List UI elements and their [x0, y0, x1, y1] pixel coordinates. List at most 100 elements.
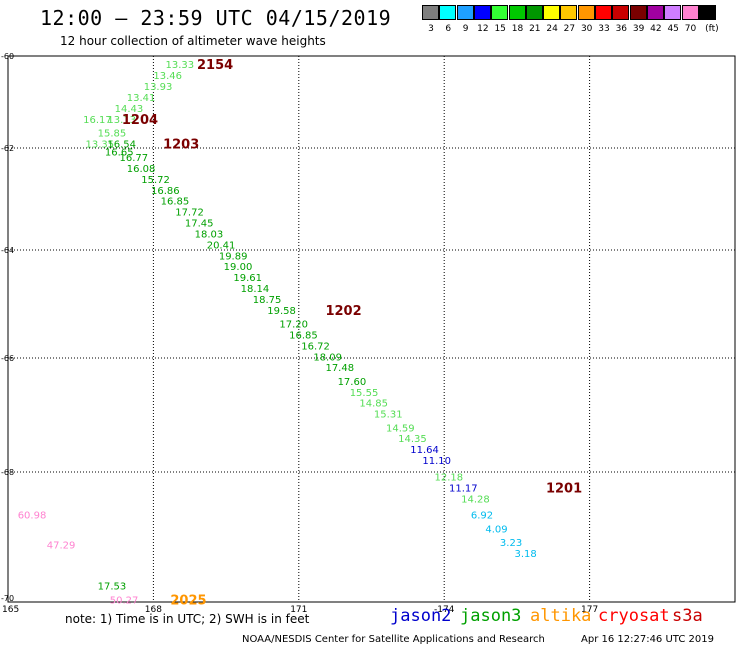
colorbar-label: 18	[511, 24, 524, 34]
colorbar-label: 45	[667, 24, 679, 34]
latitude-tick-label: -64	[1, 246, 14, 255]
wave-height-value: 13.46	[153, 71, 182, 82]
pass-time-label: 2154	[197, 58, 233, 73]
satellite-s3a-label: s3a	[672, 606, 703, 626]
wave-height-value: 19.89	[219, 251, 248, 262]
wave-height-value: 4.09	[485, 524, 507, 535]
wave-height-value: 18.09	[313, 352, 342, 363]
footer-timestamp: Apr 16 12:27:46 UTC 2019	[581, 634, 714, 645]
wave-height-value: 17.60	[338, 377, 367, 388]
latitude-tick-label: -62	[1, 144, 14, 153]
colorbar-swatch	[543, 5, 561, 20]
wave-height-value: 6.92	[471, 511, 493, 522]
satellite-cryosat-label: cryosat	[598, 606, 670, 626]
colorbar-swatch	[646, 5, 664, 20]
wave-height-value: 3.23	[500, 538, 522, 549]
wave-height-value: 11.64	[410, 445, 439, 456]
wave-height-value: 13.35	[86, 139, 115, 150]
colorbar-swatch	[664, 5, 682, 20]
wave-height-value: 14.59	[386, 423, 415, 434]
wave-height-value: 17.72	[175, 208, 204, 219]
wave-height-value: 18.03	[195, 229, 224, 240]
satellite-altika-label: altika	[530, 606, 592, 626]
colorbar-swatch	[456, 5, 474, 20]
wave-height-value: 18.14	[241, 284, 270, 295]
wave-height-value: 15.85	[98, 128, 127, 139]
colorbar-label: 15	[494, 24, 506, 34]
colorbar-label: 30	[580, 24, 593, 34]
colorbar-label: 6	[445, 24, 452, 34]
colorbar-label: 9	[462, 24, 469, 34]
latitude-tick-label: -70	[1, 594, 14, 603]
colorbar-swatch	[595, 5, 612, 20]
wave-height-value: 13.33	[166, 60, 195, 71]
wave-height-value: 3.18	[514, 549, 536, 560]
wave-height-value: 16.85	[161, 197, 190, 208]
wave-height-value: 16.17	[83, 115, 112, 126]
colorbar-label: 12	[477, 24, 489, 34]
colorbar-unit: (ft)	[705, 24, 719, 34]
wave-height-value: 13.13	[107, 115, 136, 126]
colorbar-swatch	[422, 5, 439, 20]
colorbar-label: 24	[546, 24, 558, 34]
satellite-jason2-label: jason2	[390, 606, 452, 626]
colorbar-swatch	[525, 5, 543, 20]
wave-height-value: 50.27	[110, 595, 139, 606]
pass-time-label: 1202	[325, 304, 361, 319]
pass-time-label: 1201	[546, 481, 582, 496]
page-title: 12:00 – 23:59 UTC 04/15/2019	[40, 6, 392, 30]
map-frame	[7, 55, 736, 603]
colorbar-swatch	[629, 5, 647, 20]
wave-height-value: 16.86	[151, 186, 180, 197]
wave-height-value: 14.28	[461, 494, 490, 505]
satellite-jason3-label: jason3	[460, 606, 522, 626]
longitude-tick-label: 168	[145, 605, 162, 615]
latitude-tick-label: -60	[1, 52, 14, 61]
longitude-tick-label: -174	[434, 605, 455, 615]
wave-height-value: 12.18	[435, 472, 464, 483]
wave-height-value: 20.41	[207, 240, 236, 251]
wave-height-value: 19.58	[267, 306, 296, 317]
longitude-tick-label: 177	[581, 605, 598, 615]
wave-height-value: 11.17	[449, 483, 478, 494]
colorbar-label: 70	[684, 24, 697, 34]
pass-time-label: 2025	[170, 593, 206, 608]
wave-height-value: 16.77	[119, 153, 148, 164]
wave-height-value: 16.85	[289, 330, 318, 341]
latitude-tick-label: -68	[1, 468, 14, 477]
colorbar-label: 27	[563, 24, 576, 34]
pass-time-label: 1203	[163, 137, 199, 152]
colorbar-swatch	[473, 5, 491, 20]
wave-height-value: 16.72	[301, 341, 330, 352]
colorbar-label: 21	[529, 24, 541, 34]
wave-height-value: 17.45	[185, 219, 214, 230]
wave-height-value: 15.72	[141, 175, 170, 186]
wave-height-value: 15.55	[350, 388, 379, 399]
wave-height-value: 14.43	[115, 104, 144, 115]
wave-height-value: 13.93	[144, 82, 173, 93]
latitude-tick-label: -66	[1, 354, 14, 363]
wave-height-value: 13.41	[127, 93, 156, 104]
footer-credit: NOAA/NESDIS Center for Satellite Applica…	[242, 634, 545, 645]
wave-height-value: 19.00	[224, 262, 253, 273]
wave-height-value: 18.75	[253, 295, 282, 306]
wave-height-value: 16.54	[107, 139, 136, 150]
colorbar-swatch	[698, 5, 716, 20]
wave-height-value: 16.65	[105, 148, 134, 159]
pass-time-label: 1204	[122, 113, 158, 128]
page-subtitle: 12 hour collection of altimeter wave hei…	[60, 34, 326, 48]
colorbar-swatch	[508, 5, 526, 20]
wave-height-value: 11.10	[422, 456, 451, 467]
colorbar-swatch	[577, 5, 595, 20]
wave-height-value: 17.48	[325, 363, 354, 374]
wave-height-value: 19.61	[233, 273, 262, 284]
colorbar-swatch	[612, 5, 630, 20]
wave-height-value: 17.53	[98, 582, 127, 593]
colorbar-label: 36	[615, 24, 628, 34]
colorbar-label: 42	[650, 24, 662, 34]
wave-height-value: 17.20	[279, 320, 308, 331]
wave-height-value: 15.31	[374, 410, 403, 421]
wave-height-value: 14.85	[359, 399, 388, 410]
